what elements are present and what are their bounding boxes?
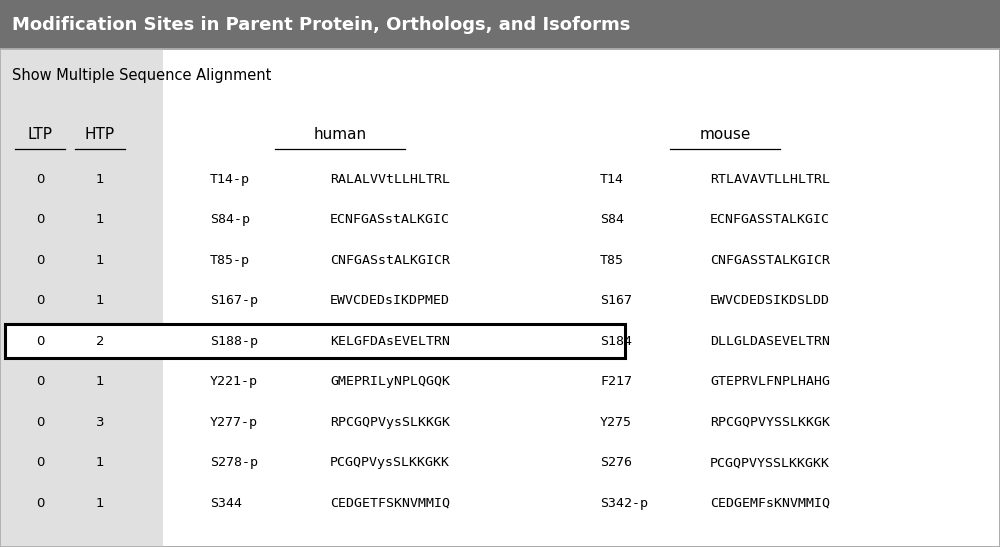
Text: S84: S84 [600, 213, 624, 226]
Text: Y277-p: Y277-p [210, 416, 258, 429]
Text: human: human [313, 126, 367, 142]
Text: ECNFGASstALKGIC: ECNFGASstALKGIC [330, 213, 450, 226]
Text: S188-p: S188-p [210, 335, 258, 348]
Text: RPCGQPVysSLKKGK: RPCGQPVysSLKKGK [330, 416, 450, 429]
Text: PCGQPVYSSLKKGKK: PCGQPVYSSLKKGKK [710, 456, 830, 469]
Text: S84-p: S84-p [210, 213, 250, 226]
Text: S167-p: S167-p [210, 294, 258, 307]
Text: EWVCDEDSIKDSLDD: EWVCDEDSIKDSLDD [710, 294, 830, 307]
Text: S276: S276 [600, 456, 632, 469]
Text: 2: 2 [96, 335, 104, 348]
Text: F217: F217 [600, 375, 632, 388]
Text: 0: 0 [36, 213, 44, 226]
Text: 0: 0 [36, 335, 44, 348]
Text: Show Multiple Sequence Alignment: Show Multiple Sequence Alignment [12, 68, 271, 83]
FancyBboxPatch shape [0, 0, 1000, 49]
Text: 1: 1 [96, 375, 104, 388]
Text: Y221-p: Y221-p [210, 375, 258, 388]
Text: T85: T85 [600, 254, 624, 267]
Text: RTLAVAVTLLHLTRL: RTLAVAVTLLHLTRL [710, 173, 830, 186]
Text: S278-p: S278-p [210, 456, 258, 469]
Text: S344: S344 [210, 497, 242, 510]
Text: 1: 1 [96, 456, 104, 469]
Text: HTP: HTP [85, 126, 115, 142]
Text: 0: 0 [36, 254, 44, 267]
Text: 0: 0 [36, 294, 44, 307]
Text: GTEPRVLFNPLHAHG: GTEPRVLFNPLHAHG [710, 375, 830, 388]
Text: T85-p: T85-p [210, 254, 250, 267]
Text: 1: 1 [96, 213, 104, 226]
Text: S167: S167 [600, 294, 632, 307]
Text: 0: 0 [36, 456, 44, 469]
Text: T14: T14 [600, 173, 624, 186]
Text: 0: 0 [36, 497, 44, 510]
Text: 1: 1 [96, 254, 104, 267]
Text: T14-p: T14-p [210, 173, 250, 186]
Text: Y275: Y275 [600, 416, 632, 429]
Text: 1: 1 [96, 497, 104, 510]
Text: S184: S184 [600, 335, 632, 348]
FancyBboxPatch shape [0, 49, 163, 547]
Text: PCGQPVysSLKKGKK: PCGQPVysSLKKGKK [330, 456, 450, 469]
Text: 0: 0 [36, 173, 44, 186]
Text: S342-p: S342-p [600, 497, 648, 510]
Text: 1: 1 [96, 173, 104, 186]
Text: 1: 1 [96, 294, 104, 307]
Text: CNFGASstALKGICR: CNFGASstALKGICR [330, 254, 450, 267]
Text: 3: 3 [96, 416, 104, 429]
Text: RPCGQPVYSSLKKGK: RPCGQPVYSSLKKGK [710, 416, 830, 429]
Text: EWVCDEDsIKDPMED: EWVCDEDsIKDPMED [330, 294, 450, 307]
Text: RALALVVtLLHLTRL: RALALVVtLLHLTRL [330, 173, 450, 186]
Text: Modification Sites in Parent Protein, Orthologs, and Isoforms: Modification Sites in Parent Protein, Or… [12, 16, 630, 33]
FancyBboxPatch shape [0, 49, 1000, 547]
Text: CEDGEMFsKNVMMIQ: CEDGEMFsKNVMMIQ [710, 497, 830, 510]
Text: LTP: LTP [28, 126, 52, 142]
Text: 0: 0 [36, 375, 44, 388]
Text: ECNFGASSTALKGIC: ECNFGASSTALKGIC [710, 213, 830, 226]
FancyBboxPatch shape [5, 324, 625, 358]
Text: KELGFDAsEVELTRN: KELGFDAsEVELTRN [330, 335, 450, 348]
Text: 0: 0 [36, 416, 44, 429]
Text: mouse: mouse [699, 126, 751, 142]
Text: CEDGETFSKNVMMIQ: CEDGETFSKNVMMIQ [330, 497, 450, 510]
Text: CNFGASSTALKGICR: CNFGASSTALKGICR [710, 254, 830, 267]
Text: DLLGLDASEVELTRN: DLLGLDASEVELTRN [710, 335, 830, 348]
Text: GMEPRILyNPLQGQK: GMEPRILyNPLQGQK [330, 375, 450, 388]
